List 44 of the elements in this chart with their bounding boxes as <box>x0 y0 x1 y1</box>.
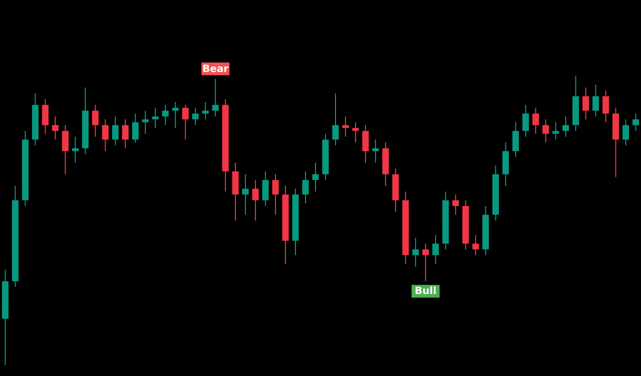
candlestick <box>332 92 339 146</box>
candlestick <box>522 104 529 138</box>
candlestick <box>412 237 419 268</box>
candlestick <box>42 98 49 134</box>
candlestick <box>122 118 129 149</box>
candlestick <box>422 243 429 282</box>
candlestick <box>342 116 349 138</box>
candlestick <box>272 174 279 216</box>
candlestick <box>562 116 569 138</box>
candlestick <box>112 116 119 146</box>
candlestick <box>162 104 169 126</box>
candlestick <box>502 142 509 186</box>
candlestick <box>352 122 359 143</box>
candlestick <box>92 104 99 138</box>
candlestick <box>452 194 459 216</box>
candlestick <box>212 78 219 117</box>
candlestick <box>242 174 249 216</box>
annotation: Bull <box>414 286 436 298</box>
candlestick <box>512 122 519 158</box>
candlestick <box>52 116 59 140</box>
candlestick <box>202 102 209 120</box>
candlestick <box>62 124 69 175</box>
candlestick <box>582 87 589 120</box>
candlestick <box>232 162 239 221</box>
candlestick <box>102 118 109 152</box>
candlestick <box>192 107 199 126</box>
candlestick <box>182 104 189 140</box>
candlestick <box>302 170 309 204</box>
candlestick <box>132 113 139 143</box>
candlestick <box>472 234 479 256</box>
candlestick <box>312 162 319 192</box>
candlestick <box>362 124 369 164</box>
candlestick <box>552 122 559 140</box>
candlestick <box>592 84 599 117</box>
candlestick <box>252 180 259 221</box>
candlestick <box>532 107 539 134</box>
candlestick <box>602 90 609 123</box>
text: Bear <box>202 64 229 75</box>
candlestick <box>262 170 269 207</box>
candlestick <box>632 113 639 132</box>
candlestick <box>622 118 629 146</box>
candlestick <box>432 234 439 264</box>
candlestick <box>542 118 549 143</box>
candlestick <box>152 107 159 129</box>
